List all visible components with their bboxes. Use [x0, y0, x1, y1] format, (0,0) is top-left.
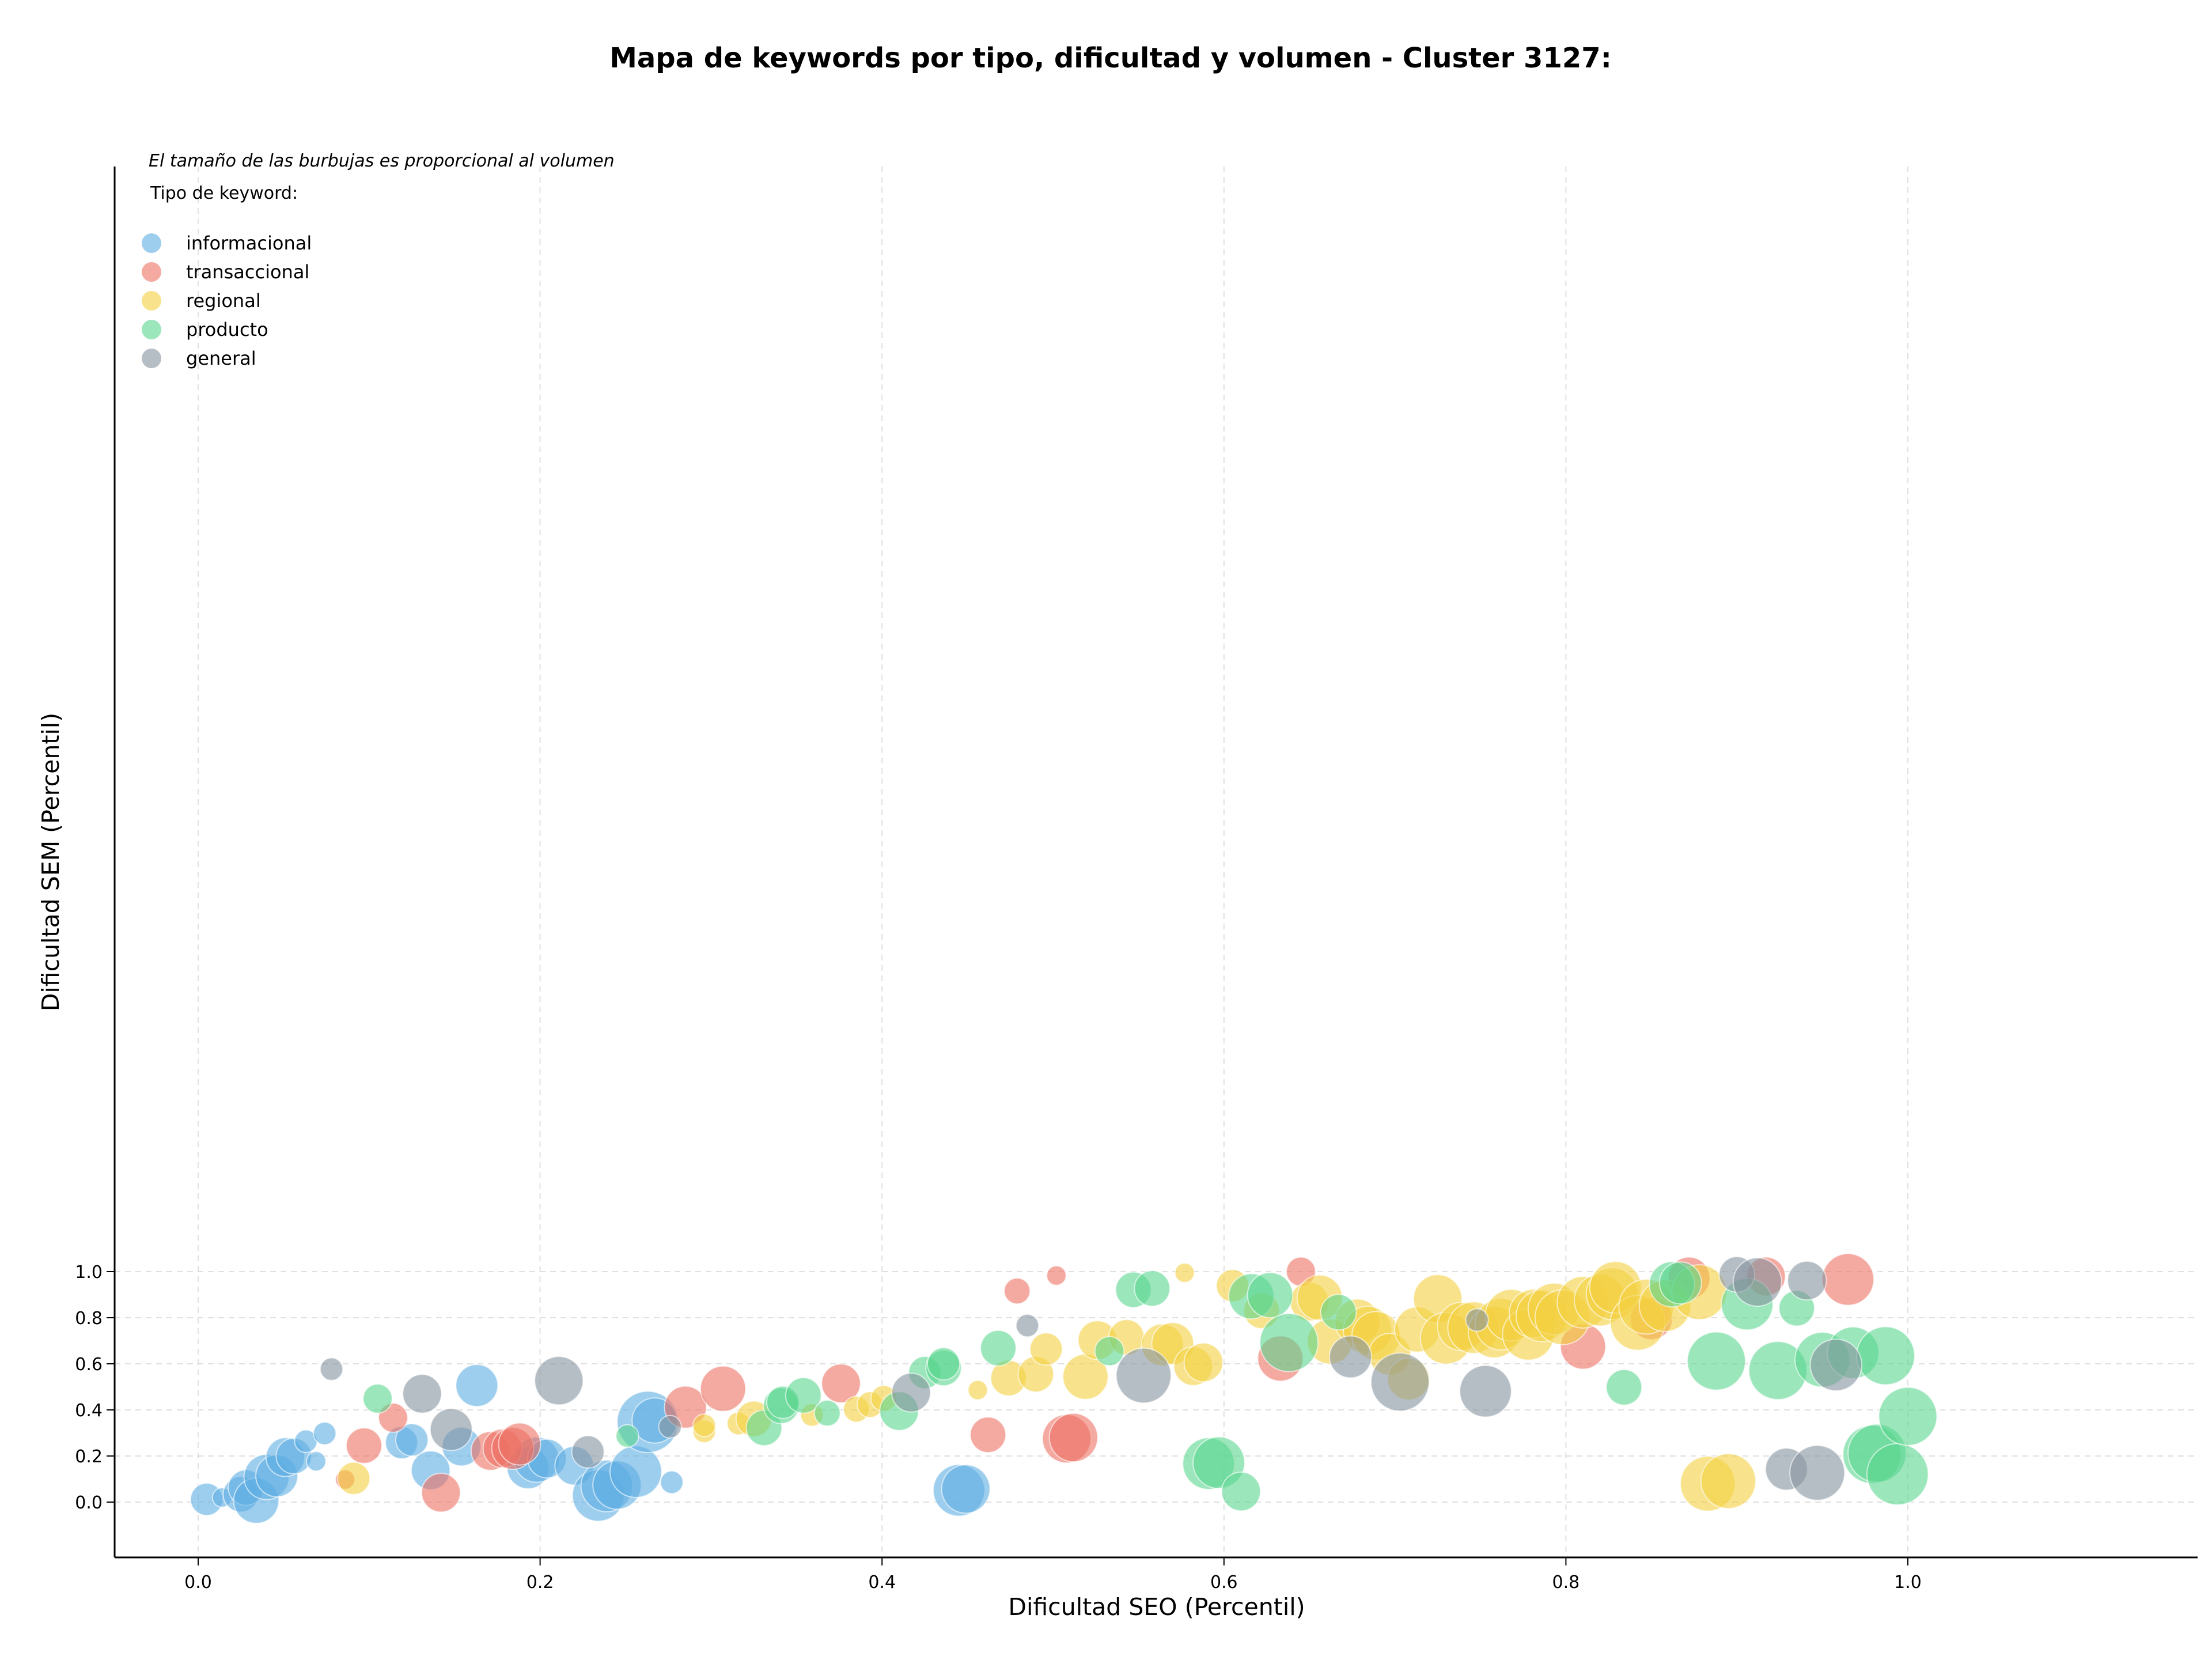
bubble-point — [891, 1372, 931, 1413]
bubble-point — [1115, 1347, 1172, 1404]
bubble-point — [1605, 1369, 1643, 1406]
bubble-point — [1856, 1326, 1915, 1386]
tick-labels: 0.0 0.0 0.2 0.2 0.4 0.4 0.6 0.6 0.8 0.8 1.0 1.0 — [75, 1262, 1922, 1593]
bubble-point — [700, 1366, 747, 1412]
bubble-point — [1259, 1313, 1319, 1372]
legend-title: Tipo de keyword: — [150, 183, 298, 203]
series-producto — [362, 1261, 1938, 1512]
bubble-point — [1183, 1342, 1224, 1383]
x-tick-label: 0.2 — [527, 1572, 554, 1593]
bubble-point — [1787, 1261, 1827, 1301]
bubble-point — [402, 1374, 442, 1414]
bubble-point — [455, 1364, 499, 1408]
y-tick-label: 1.0 — [75, 1262, 103, 1283]
y-tick-label: 0.2 — [75, 1447, 103, 1467]
legend-marker-regional — [142, 291, 161, 311]
bubble-point — [362, 1383, 393, 1414]
bubble-point — [571, 1435, 605, 1469]
bubble-point — [1866, 1443, 1929, 1506]
bubble-point — [429, 1408, 473, 1451]
bubble-point — [813, 1400, 841, 1427]
legend-marker-general — [142, 349, 161, 368]
bubble-point — [969, 1416, 1006, 1453]
bubble-layer — [190, 1253, 1938, 1524]
bubble-point — [609, 1445, 662, 1498]
bubble-point — [967, 1379, 988, 1401]
x-tick-label: 0.0 — [184, 1572, 212, 1593]
legend-label-informacional: informacional — [186, 232, 312, 254]
bubble-point — [1048, 1413, 1099, 1462]
chart-title: Mapa de keywords por tipo, dificultad y … — [609, 42, 1612, 74]
bubble-point — [1134, 1270, 1171, 1307]
bubble-point — [1174, 1262, 1195, 1283]
legend-marker-transaccional — [142, 262, 161, 282]
bubble-point — [319, 1357, 344, 1381]
legend-label-producto: producto — [186, 319, 268, 341]
bubble-size-note: El tamaño de las burbujas es proporciona… — [149, 151, 615, 171]
legend-label-transaccional: transaccional — [186, 261, 309, 283]
bubble-point — [1878, 1386, 1938, 1446]
bubble-point — [1320, 1294, 1357, 1331]
bubble-point — [395, 1423, 429, 1457]
bubble-point — [658, 1415, 682, 1439]
bubble-point — [660, 1470, 684, 1495]
bubble-point — [421, 1473, 461, 1513]
legend: Tipo de keyword: informacional transaccio… — [142, 183, 312, 369]
legend-marker-producto — [142, 320, 161, 339]
y-tick-label: 0.6 — [75, 1355, 103, 1375]
bubble-point — [1094, 1336, 1125, 1367]
x-axis-label: Dificultad SEO (Percentil) — [1008, 1593, 1305, 1621]
bubble-point — [1789, 1444, 1846, 1501]
bubble-point — [1221, 1472, 1262, 1512]
bubble-point — [306, 1451, 327, 1472]
bubble-point — [692, 1413, 717, 1438]
bubble-point — [1370, 1352, 1430, 1412]
x-tick-label: 1.0 — [1894, 1572, 1922, 1593]
bubble-point — [1329, 1335, 1372, 1379]
y-tick-label: 0.4 — [75, 1401, 103, 1421]
bubble-point — [313, 1421, 337, 1446]
bubble-point — [1732, 1257, 1782, 1307]
x-tick-label: 0.4 — [868, 1572, 896, 1593]
bubble-point — [346, 1427, 382, 1464]
bubble-point — [1029, 1332, 1063, 1366]
bubble-point — [1003, 1277, 1031, 1305]
axes — [113, 167, 2198, 1559]
bubble-point — [785, 1377, 822, 1414]
bubble-point — [927, 1347, 960, 1381]
bubble-point — [534, 1356, 584, 1406]
bubble-point — [1459, 1364, 1512, 1418]
series-general — [319, 1256, 1863, 1501]
bubble-point — [1465, 1308, 1489, 1332]
y-tick-label: 0.8 — [75, 1308, 103, 1329]
bubble-point — [1821, 1253, 1874, 1306]
bubble-point — [615, 1424, 639, 1448]
y-axis-label: Dificultad SEM (Percentil) — [37, 713, 65, 1011]
x-tick-label: 0.8 — [1552, 1572, 1580, 1593]
x-tick-label: 0.6 — [1210, 1572, 1238, 1593]
bubble-point — [1809, 1338, 1863, 1391]
bubble-point — [337, 1461, 371, 1495]
bubble-point — [821, 1363, 861, 1404]
bubble-point — [1015, 1314, 1040, 1338]
bubble-point — [1247, 1272, 1294, 1319]
legend-label-regional: regional — [186, 290, 261, 312]
bubble-point — [1687, 1331, 1747, 1391]
bubble-point — [1700, 1453, 1756, 1510]
bubble-point — [1658, 1261, 1702, 1305]
legend-label-general: general — [186, 347, 256, 369]
y-tick-label: 0.0 — [75, 1493, 103, 1513]
legend-marker-informacional — [142, 233, 161, 253]
series-informacional — [190, 1364, 991, 1524]
bubble-point — [498, 1422, 541, 1466]
bubble-point — [941, 1464, 991, 1514]
bubble-point — [980, 1330, 1017, 1367]
bubble-point — [1046, 1265, 1067, 1286]
